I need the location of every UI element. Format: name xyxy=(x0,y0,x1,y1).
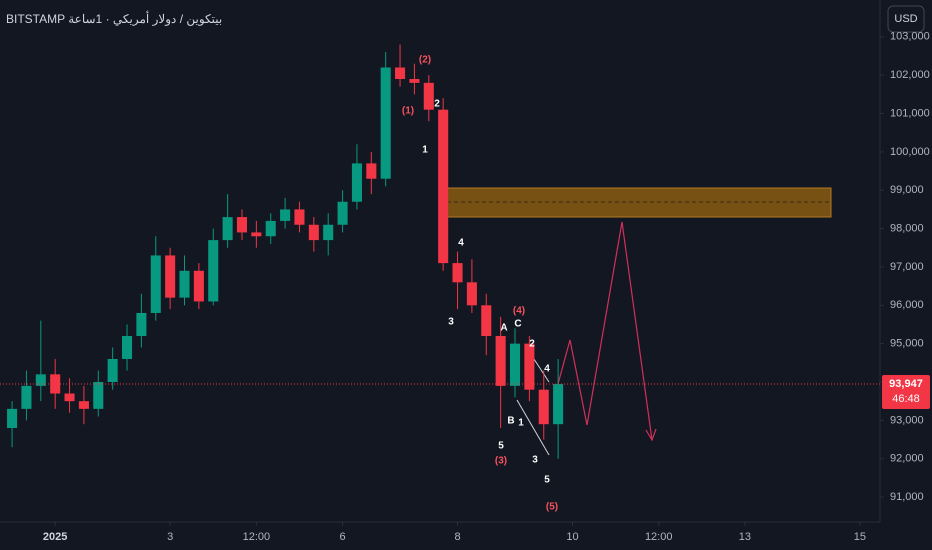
candle-body xyxy=(438,109,449,264)
symbol-title: BITSTAMP بيتكوين / دولار أمريكي · 1ساعة xyxy=(6,11,222,26)
candle-body xyxy=(107,358,118,383)
countdown-label: 46:48 xyxy=(892,393,920,405)
candle-body xyxy=(236,217,248,233)
wave-label: B xyxy=(507,416,514,427)
candle-body xyxy=(21,385,32,409)
wave-label: (1) xyxy=(402,106,414,117)
wave-label: 1 xyxy=(422,145,428,156)
candle-body xyxy=(553,384,564,425)
candle-body xyxy=(165,255,176,298)
y-tick-label: 99,000 xyxy=(890,184,924,196)
candle-body xyxy=(495,335,506,386)
candle-body xyxy=(409,79,420,83)
candle-body xyxy=(136,312,147,336)
candle-body xyxy=(35,374,46,386)
candle-body xyxy=(280,209,291,221)
y-tick-label: 91,000 xyxy=(890,491,924,503)
wave-label: 3 xyxy=(532,455,538,466)
candle-body xyxy=(323,224,334,241)
candle-body xyxy=(150,255,161,313)
candle-body xyxy=(524,343,535,390)
wedge-line xyxy=(531,355,550,383)
y-tick-label: 103,000 xyxy=(890,31,930,43)
projection-arrow xyxy=(645,428,657,442)
y-tick-label: 93,000 xyxy=(890,414,924,426)
candle-body xyxy=(50,374,61,394)
candle-body xyxy=(509,343,521,386)
candle-body xyxy=(251,232,262,237)
last-price-label: 93,947 xyxy=(889,378,923,390)
wedge-line xyxy=(516,399,550,456)
candle-body xyxy=(395,67,406,80)
currency-label[interactable]: USD xyxy=(894,13,917,25)
x-tick-label: 2025 xyxy=(43,531,67,543)
candle-body xyxy=(222,217,233,241)
wave-label: 2 xyxy=(434,99,440,110)
y-tick-label: 96,000 xyxy=(890,299,924,311)
currency-button[interactable] xyxy=(887,5,925,33)
candle-body xyxy=(308,224,319,241)
x-tick-label: 3 xyxy=(167,531,173,543)
wave-label: C xyxy=(514,319,521,330)
candle-body xyxy=(481,305,492,336)
wave-label: A xyxy=(500,323,507,334)
candle-body xyxy=(366,163,377,179)
y-tick-label: 101,000 xyxy=(890,107,930,119)
x-tick-label: 13 xyxy=(739,531,751,543)
wave-label: 3 xyxy=(448,317,454,328)
candle-body xyxy=(380,67,391,179)
x-tick-label: 6 xyxy=(340,531,346,543)
x-tick-label: 15 xyxy=(854,531,866,543)
y-tick-label: 100,000 xyxy=(890,146,930,158)
candle-body xyxy=(351,163,362,202)
candle-body xyxy=(179,270,190,298)
wave-label: (3) xyxy=(495,456,507,467)
wave-label: 2 xyxy=(529,339,535,350)
candle-body xyxy=(423,82,434,110)
wave-label: 1 xyxy=(518,418,524,429)
y-tick-label: 102,000 xyxy=(890,69,930,81)
y-tick-label: 92,000 xyxy=(890,453,924,465)
wave-label: (4) xyxy=(513,306,525,317)
x-tick-label: 12:00 xyxy=(645,531,673,543)
candle-body xyxy=(538,389,549,425)
candle-body xyxy=(208,240,219,302)
candle-body xyxy=(93,382,104,409)
candle-body xyxy=(7,408,18,429)
projection-path xyxy=(554,221,653,441)
candle-body xyxy=(193,270,204,302)
x-tick-label: 12:00 xyxy=(243,531,271,543)
y-tick-label: 97,000 xyxy=(890,261,924,273)
y-tick-label: 98,000 xyxy=(890,222,924,234)
wave-label: (5) xyxy=(546,502,558,513)
candle-body xyxy=(294,209,305,225)
wave-label: (2) xyxy=(419,55,431,66)
wave-label: 4 xyxy=(458,238,464,249)
y-tick-label: 95,000 xyxy=(890,338,924,350)
wave-label: 5 xyxy=(544,475,550,486)
last-price-box xyxy=(882,375,930,410)
x-tick-label: 8 xyxy=(454,531,460,543)
candle-body xyxy=(64,393,75,402)
candle-body xyxy=(265,220,276,237)
candle-body xyxy=(337,201,348,225)
candle-body xyxy=(466,282,477,306)
candle-body xyxy=(78,401,89,409)
candle-body xyxy=(452,263,463,283)
wave-label: 4 xyxy=(544,364,550,375)
wave-label: 5 xyxy=(498,441,504,452)
candle-body xyxy=(121,335,133,359)
x-tick-label: 10 xyxy=(566,531,578,543)
